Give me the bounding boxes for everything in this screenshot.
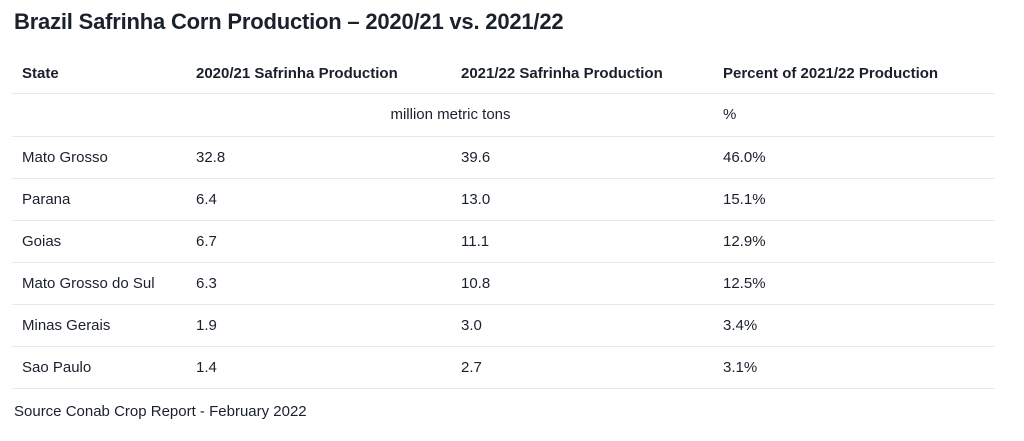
table-row: Goias 6.7 11.1 12.9% — [12, 220, 995, 263]
state-cell: Parana — [12, 178, 186, 221]
percent-cell: 15.1% — [713, 178, 995, 221]
table-row: Minas Gerais 1.9 3.0 3.4% — [12, 304, 995, 347]
col-header-percent: Percent of 2021/22 Production — [713, 55, 995, 94]
percent-units-label: % — [713, 93, 995, 137]
prod-2021-22-cell: 39.6 — [451, 136, 713, 179]
prod-2021-22-cell: 3.0 — [451, 304, 713, 347]
prod-2021-22-cell: 13.0 — [451, 178, 713, 221]
percent-cell: 12.9% — [713, 220, 995, 263]
percent-cell: 12.5% — [713, 262, 995, 305]
page-title: Brazil Safrinha Corn Production – 2020/2… — [14, 9, 564, 34]
table-row: Mato Grosso 32.8 39.6 46.0% — [12, 136, 995, 179]
prod-2020-21-cell: 6.3 — [186, 262, 451, 305]
percent-cell: 46.0% — [713, 136, 995, 179]
production-units-label: million metric tons — [186, 93, 713, 137]
col-header-2021-22-production: 2021/22 Safrinha Production — [451, 55, 713, 94]
state-cell: Goias — [12, 220, 186, 263]
table-row: Parana 6.4 13.0 15.1% — [12, 178, 995, 221]
percent-cell: 3.4% — [713, 304, 995, 347]
prod-2020-21-cell: 1.9 — [186, 304, 451, 347]
state-cell: Minas Gerais — [12, 304, 186, 347]
production-table: State 2020/21 Safrinha Production 2021/2… — [12, 55, 995, 389]
prod-2021-22-cell: 10.8 — [451, 262, 713, 305]
report-container: Brazil Safrinha Corn Production – 2020/2… — [0, 7, 1024, 441]
prod-2020-21-cell: 32.8 — [186, 136, 451, 179]
state-cell: Sao Paulo — [12, 346, 186, 389]
table-row: Sao Paulo 1.4 2.7 3.1% — [12, 346, 995, 389]
table-row: Mato Grosso do Sul 6.3 10.8 12.5% — [12, 262, 995, 305]
prod-2021-22-cell: 2.7 — [451, 346, 713, 389]
state-cell: Mato Grosso — [12, 136, 186, 179]
source-note: Source Conab Crop Report - February 2022 — [14, 402, 307, 420]
percent-cell: 3.1% — [713, 346, 995, 389]
col-header-state: State — [12, 55, 186, 94]
prod-2020-21-cell: 6.4 — [186, 178, 451, 221]
prod-2021-22-cell: 11.1 — [451, 220, 713, 263]
units-row: million metric tons % — [12, 93, 995, 137]
prod-2020-21-cell: 1.4 — [186, 346, 451, 389]
state-cell: Mato Grosso do Sul — [12, 262, 186, 305]
header-row: State 2020/21 Safrinha Production 2021/2… — [12, 55, 995, 94]
prod-2020-21-cell: 6.7 — [186, 220, 451, 263]
units-row-spacer — [12, 93, 186, 137]
col-header-2020-21-production: 2020/21 Safrinha Production — [186, 55, 451, 94]
